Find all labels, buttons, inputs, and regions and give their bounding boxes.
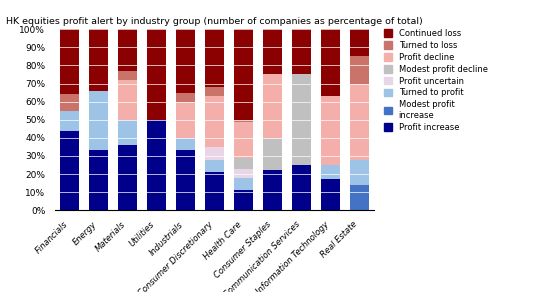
Bar: [60, 29, 79, 94]
Title: HK equities profit alert by industry group (number of companies as percentage of: HK equities profit alert by industry gro…: [6, 17, 423, 26]
Bar: [118, 145, 137, 210]
Bar: [176, 102, 195, 138]
Bar: [350, 185, 369, 210]
Bar: [234, 158, 253, 168]
Bar: [350, 29, 369, 56]
Bar: [118, 80, 137, 120]
Bar: [234, 29, 253, 120]
Bar: [263, 138, 282, 171]
Bar: [89, 91, 108, 150]
Bar: [234, 190, 253, 210]
Bar: [292, 165, 311, 210]
Bar: [234, 168, 253, 178]
Bar: [234, 121, 253, 158]
Bar: [147, 120, 166, 210]
Bar: [60, 94, 79, 111]
Bar: [118, 71, 137, 80]
Bar: [205, 96, 224, 147]
Bar: [89, 29, 108, 91]
Bar: [205, 172, 224, 210]
Bar: [205, 87, 224, 96]
Bar: [89, 150, 108, 210]
Bar: [292, 29, 311, 74]
Bar: [205, 159, 224, 172]
Bar: [205, 147, 224, 159]
Bar: [263, 171, 282, 210]
Bar: [176, 150, 195, 210]
Bar: [350, 56, 369, 84]
Bar: [263, 29, 282, 74]
Bar: [118, 29, 137, 71]
Bar: [321, 180, 340, 210]
Bar: [292, 74, 311, 165]
Bar: [147, 29, 166, 120]
Bar: [118, 120, 137, 145]
Bar: [176, 138, 195, 150]
Bar: [205, 29, 224, 87]
Bar: [234, 120, 253, 121]
Bar: [234, 178, 253, 190]
Bar: [263, 74, 282, 138]
Bar: [60, 111, 79, 131]
Bar: [321, 29, 340, 96]
Bar: [176, 29, 195, 93]
Bar: [60, 131, 79, 210]
Legend: Continued loss, Turned to loss, Profit decline, Modest profit decline, Profit un: Continued loss, Turned to loss, Profit d…: [381, 26, 491, 135]
Bar: [321, 96, 340, 165]
Bar: [350, 84, 369, 159]
Bar: [321, 165, 340, 180]
Bar: [176, 93, 195, 102]
Bar: [350, 159, 369, 185]
